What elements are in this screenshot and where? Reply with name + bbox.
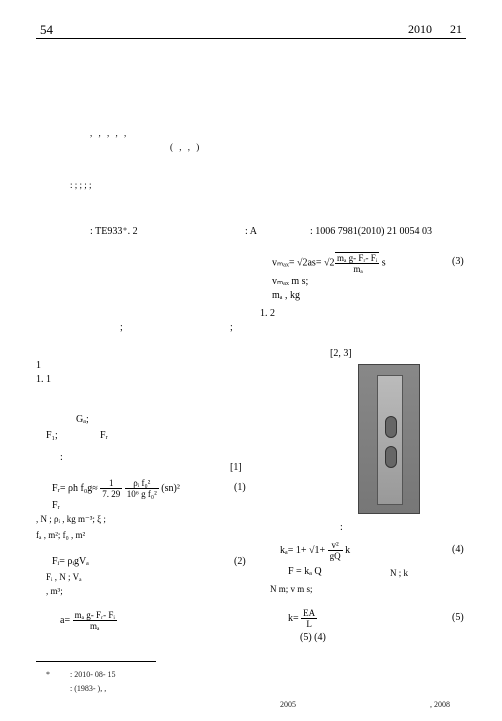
eq3-line2: vₘₐₓ m s; [272, 276, 308, 287]
eq-a-lead: a= [60, 615, 70, 626]
eq4b-l1: F = kₐ Q [288, 566, 322, 577]
eq1: Fᵣ= ρh f₀g≈ 1 7. 29 ρᵢ f₀² 10⁶ g f₀² (sn… [52, 478, 180, 499]
sym-G: Gₐ; [76, 414, 89, 425]
classification-code: : TE933⁺. 2 [90, 226, 138, 237]
eq3-lead: vₘₐₓ= √2as= √2 [272, 257, 334, 268]
eq4-num: v² [328, 540, 343, 551]
eq4b-l2: N m; v m s; [270, 584, 313, 594]
footer-rule [36, 661, 156, 662]
footer-author: : (1983- ), , [70, 684, 106, 693]
eq1b-l3: fₐ , m²; f₀ , m² [36, 530, 85, 540]
eq-a: a= mₐ g- Fᵣ- Fᵢ mₐ [60, 610, 117, 631]
figure-inner [377, 375, 403, 505]
sym-F2: Fᵣ [100, 430, 108, 441]
article-number: : 1006 7981(2010) 21 0054 03 [310, 226, 432, 237]
figure-slot-1 [385, 416, 397, 438]
eq1-tail: (sn)² [161, 483, 180, 494]
eq5-den: L [301, 619, 317, 629]
ref-cite: [2, 3] [330, 348, 352, 359]
eq3-den: mₐ [337, 264, 379, 274]
page-number: 54 [40, 22, 53, 38]
eq1-den1: 7. 29 [100, 489, 122, 499]
eq4b-l3: N ; k [390, 568, 408, 578]
cite-1: [1] [230, 462, 242, 473]
figure-device [358, 364, 420, 514]
eq4-lead: kₐ= 1+ √1+ [280, 545, 325, 556]
semicolon1: ; [120, 322, 123, 333]
header-rule [36, 38, 466, 39]
footer-date: : 2010- 08- 15 [70, 670, 116, 679]
eq4: kₐ= 1+ √1+ v² gQ k [280, 540, 350, 561]
eq1b-l2: , N ; ρᵢ , kg m⁻³; ξ ; [36, 514, 106, 525]
sym-F1: F₁; [46, 430, 58, 441]
eq1-den2: 10⁶ g f₀² [125, 489, 159, 499]
eq1-num1: 1 [100, 478, 122, 489]
eq4-den: gQ [328, 551, 343, 561]
footer-end: , 2008 [430, 700, 450, 709]
keywords: : ; ; ; ; [70, 180, 92, 190]
eq3-num: mₐ g- Fᵣ- Fᵢ [335, 252, 379, 264]
eq5-number: (5) [452, 612, 464, 623]
footer-star: * [46, 670, 50, 679]
section-1: 1 [36, 360, 41, 371]
semicolon2: ; [230, 322, 233, 333]
document-code: : A [245, 226, 257, 237]
eq1-num2: ρᵢ f₀² [125, 478, 159, 489]
abstract-line2: ( , , ) [170, 142, 201, 152]
section-1-2: 1. 2 [260, 308, 275, 319]
header-volume: 21 [450, 22, 462, 37]
eq1-number: (1) [234, 482, 246, 493]
eq-a-num: mₐ g- Fᵣ- Fᵢ [73, 610, 117, 621]
eq3-tail: s [382, 257, 386, 268]
eq5-lead: k= [288, 613, 299, 624]
eq3-number: (3) [452, 256, 464, 267]
footer-mid: 2005 [280, 700, 296, 709]
eq2-l3: , m³; [46, 586, 63, 596]
eq5: k= EA L [288, 608, 317, 629]
eq4-number: (4) [452, 544, 464, 555]
colon1: : [60, 452, 63, 463]
figure-slot-2 [385, 446, 397, 468]
abstract-line1: , , , , , [90, 128, 128, 138]
section-1-1: 1. 1 [36, 374, 51, 385]
eq2-l2: Fᵢ , N ; Vₐ [46, 572, 82, 582]
eq3: vₘₐₓ= √2as= √2 mₐ g- Fᵣ- Fᵢ mₐ s [272, 252, 386, 274]
eq5-num: EA [301, 608, 317, 619]
eq1b-l1: Fᵣ [52, 500, 60, 511]
eq1-lead: Fᵣ= ρh f₀g≈ [52, 483, 98, 494]
eq-a-den: mₐ [73, 621, 117, 631]
figure-label: : [340, 522, 343, 533]
eq3-line3: mₐ , kg [272, 290, 300, 301]
eq2: Fᵢ= ρᵢgVₐ [52, 556, 89, 567]
eq2-number: (2) [234, 556, 246, 567]
eq4-tail: k [345, 545, 350, 556]
header-year: 2010 [408, 22, 432, 37]
eq5-tail: (5) (4) [300, 632, 326, 643]
